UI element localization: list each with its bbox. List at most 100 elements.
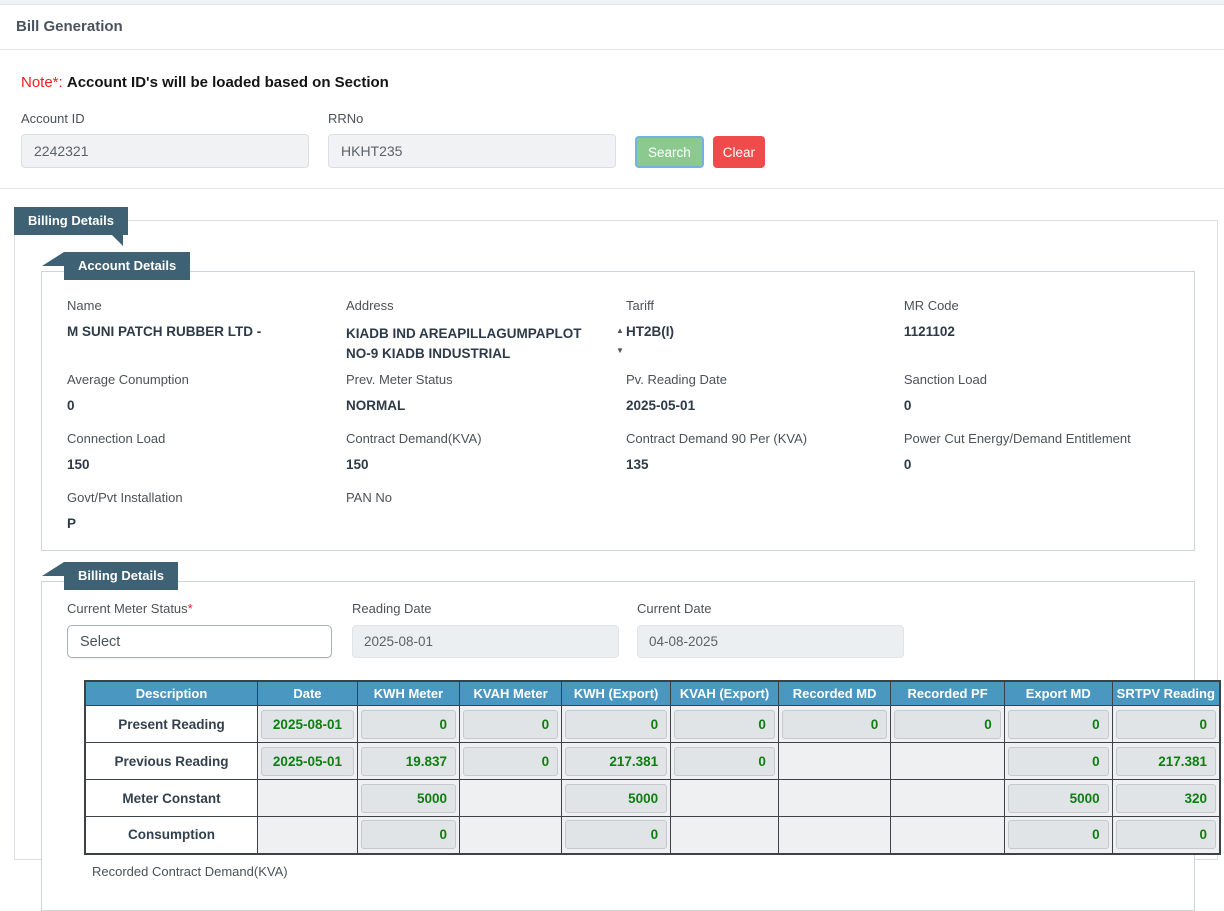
- billing-details-badge: Billing Details: [64, 562, 178, 590]
- table-header-cell: Recorded PF: [891, 681, 1005, 706]
- reading-input: 320: [1116, 784, 1216, 813]
- reading-input: 0: [1116, 820, 1216, 849]
- table-header-cell: Export MD: [1004, 681, 1112, 706]
- reading-input[interactable]: 0: [674, 710, 775, 739]
- field-value: M SUNI PATCH RUBBER LTD -: [67, 324, 346, 340]
- reading-cell: 0: [1004, 817, 1112, 854]
- reading-cell: [891, 780, 1005, 817]
- reading-input: 5000: [565, 784, 667, 813]
- current-date-input[interactable]: [637, 625, 904, 658]
- account-field: Govt/Pvt Installation P: [67, 490, 346, 532]
- search-actions: Search Clear: [635, 136, 765, 168]
- account-id-input[interactable]: [21, 134, 309, 168]
- reading-input[interactable]: 0: [463, 710, 558, 739]
- reading-input: 0: [361, 820, 456, 849]
- rrno-input[interactable]: [328, 134, 616, 168]
- reading-cell: [460, 780, 562, 817]
- reading-input: 0: [565, 820, 667, 849]
- reading-cell: 320: [1112, 780, 1220, 817]
- table-header-cell: KVAH Meter: [460, 681, 562, 706]
- field-label: Name: [67, 298, 346, 313]
- account-field: Connection Load150: [67, 431, 346, 473]
- billing-form: Current Meter Status* Select Reading Dat…: [67, 601, 1178, 658]
- reading-input: 5000: [1008, 784, 1109, 813]
- address-scroll-down-icon[interactable]: ▼: [616, 346, 624, 355]
- account-field: PAN No: [346, 490, 626, 532]
- field-label: Contract Demand(KVA): [346, 431, 626, 446]
- current-date-label: Current Date: [637, 601, 922, 616]
- reading-cell: [891, 817, 1005, 854]
- reading-cell: [778, 817, 890, 854]
- page-title: Bill Generation: [16, 18, 1208, 35]
- reading-input: 5000: [361, 784, 456, 813]
- reading-cell: 0: [460, 706, 562, 743]
- account-field: Name M SUNI PATCH RUBBER LTD -: [67, 298, 346, 355]
- current-meter-status-label: Current Meter Status*: [67, 601, 352, 616]
- reading-cell: 0: [357, 817, 459, 854]
- reading-cell: [778, 780, 890, 817]
- current-meter-status-select[interactable]: Select: [67, 625, 332, 658]
- account-field: TariffHT2B(I): [626, 298, 904, 355]
- reading-date-input[interactable]: [352, 625, 619, 658]
- account-field: Contract Demand(KVA) 150: [346, 431, 626, 473]
- reading-cell: 0: [460, 743, 562, 780]
- reading-cell: 0: [891, 706, 1005, 743]
- reading-input[interactable]: 0: [565, 710, 667, 739]
- account-details-grid: Name M SUNI PATCH RUBBER LTD -Address KIAD…: [67, 298, 1174, 532]
- address-scroll-up-icon[interactable]: ▲: [616, 326, 624, 335]
- account-field: Contract Demand 90 Per (KVA)135: [626, 431, 904, 473]
- readings-header-row: DescriptionDateKWH MeterKVAH MeterKWH (E…: [85, 681, 1220, 706]
- reading-cell: 0: [671, 743, 779, 780]
- reading-date-group: Reading Date: [352, 601, 637, 658]
- address-scrollbar[interactable]: ▲▼: [616, 326, 624, 355]
- reading-input: 0: [463, 747, 558, 776]
- table-row: Previous Reading2025-05-0119.8370217.381…: [85, 743, 1220, 780]
- field-value: 2025-05-01: [626, 398, 904, 414]
- field-label: Contract Demand 90 Per (KVA): [626, 431, 904, 446]
- reading-cell: 0: [671, 706, 779, 743]
- reading-cell: [891, 743, 1005, 780]
- table-header-cell: KWH Meter: [357, 681, 459, 706]
- section-divider: [0, 188, 1224, 189]
- search-button[interactable]: Search: [635, 136, 704, 168]
- field-value: 0: [904, 398, 1174, 414]
- reading-input[interactable]: 0: [1008, 710, 1109, 739]
- description-cell: Meter Constant: [85, 780, 258, 817]
- field-label: Govt/Pvt Installation: [67, 490, 346, 505]
- reading-date-label: Reading Date: [352, 601, 637, 616]
- reading-input: 217.381: [565, 747, 667, 776]
- clear-button[interactable]: Clear: [713, 136, 765, 168]
- field-value: P: [67, 516, 346, 532]
- reading-input: 0: [674, 747, 775, 776]
- field-label: Sanction Load: [904, 372, 1174, 387]
- reading-cell: 5000: [357, 780, 459, 817]
- field-label: Connection Load: [67, 431, 346, 446]
- reading-cell: 5000: [1004, 780, 1112, 817]
- table-header-cell: Recorded MD: [778, 681, 890, 706]
- reading-input[interactable]: 0: [894, 710, 1001, 739]
- reading-cell: [671, 817, 779, 854]
- field-label: PAN No: [346, 490, 626, 505]
- reading-input: 0: [1008, 747, 1109, 776]
- reading-input: 217.381: [1116, 747, 1216, 776]
- field-value: 150: [346, 457, 626, 473]
- reading-input[interactable]: 0: [1116, 710, 1216, 739]
- reading-cell: 0: [1004, 706, 1112, 743]
- rrno-group: RRNo: [328, 111, 616, 168]
- reading-input[interactable]: 0: [361, 710, 456, 739]
- field-value: HT2B(I): [626, 324, 904, 340]
- field-value: KIADB IND AREAPILLAGUMPAPLOT NO-9 KIADB …: [346, 324, 626, 355]
- field-value: 0: [904, 457, 1174, 473]
- table-header-cell: KWH (Export): [562, 681, 671, 706]
- reading-input[interactable]: 2025-08-01: [261, 710, 354, 739]
- reading-input[interactable]: 0: [782, 710, 887, 739]
- reading-cell: 0: [357, 706, 459, 743]
- reading-cell: 217.381: [1112, 743, 1220, 780]
- account-details-badge: Account Details: [64, 252, 190, 280]
- reading-cell: 19.837: [357, 743, 459, 780]
- field-value: 1121102: [904, 324, 1174, 340]
- current-date-group: Current Date: [637, 601, 922, 658]
- field-label: Address: [346, 298, 626, 313]
- field-value: 0: [67, 398, 346, 414]
- account-field: Sanction Load 0: [904, 372, 1174, 414]
